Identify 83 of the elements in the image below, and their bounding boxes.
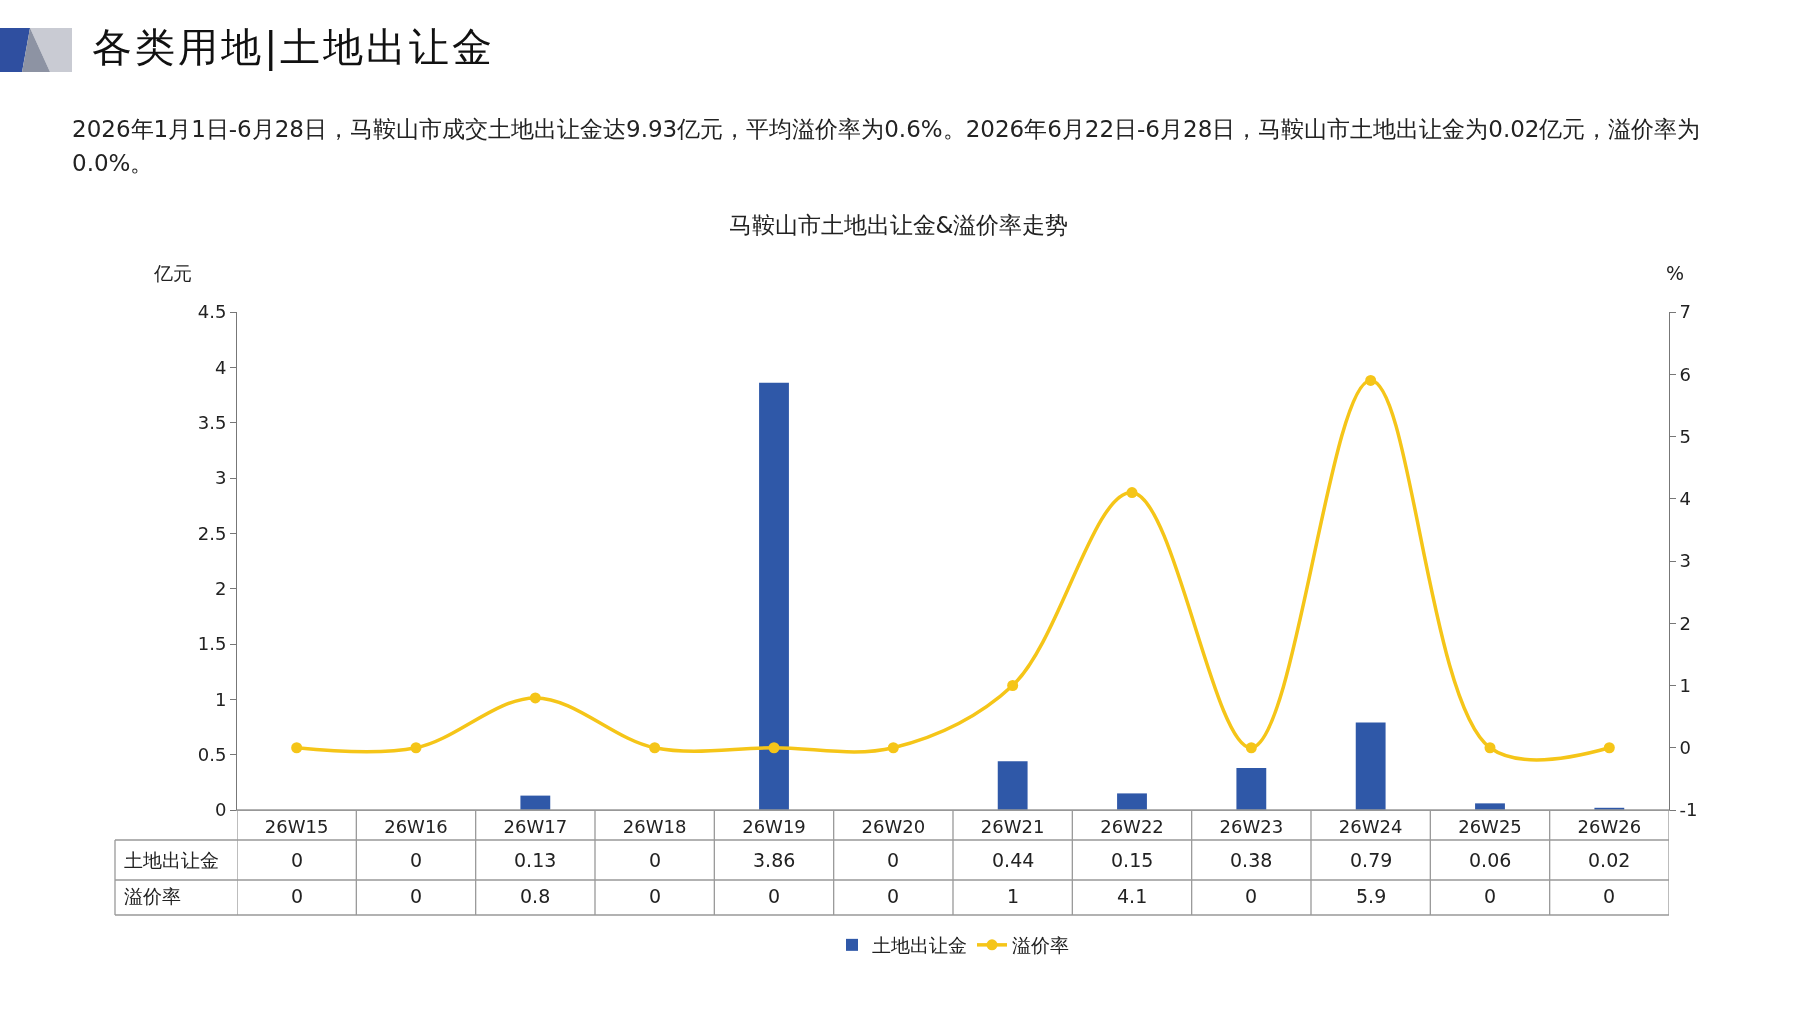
x-tick-label: 26W18 — [622, 815, 687, 837]
y-tick-label: 4.5 — [197, 301, 227, 323]
x-tick-label: 26W24 — [1338, 815, 1403, 837]
bar — [1236, 767, 1267, 810]
y2-tick-label: 2 — [1679, 612, 1692, 634]
point — [649, 742, 661, 754]
x-tick-label: 26W22 — [1100, 815, 1164, 837]
text: 各类用地|土地出让金 — [92, 23, 496, 73]
data-label: 0 — [649, 885, 662, 907]
y-tick-label: 3.5 — [197, 411, 227, 433]
data-label: 0 — [768, 885, 781, 907]
data-label: 0.38 — [1230, 849, 1273, 871]
data-label: 0 — [887, 849, 900, 871]
data-label: 0 — [1484, 885, 1497, 907]
x-tick-label: 26W23 — [1219, 815, 1284, 837]
legend-label: 溢价率 — [1012, 934, 1069, 957]
point — [1484, 742, 1496, 754]
y-axis-title: 亿元 — [153, 262, 192, 284]
y2-tick-label: 4 — [1679, 488, 1692, 510]
y-tick-label: 3 — [214, 467, 227, 489]
bar — [520, 795, 551, 810]
y-tick-label: 4 — [214, 356, 227, 378]
point — [529, 692, 541, 704]
data-label: 0.02 — [1588, 849, 1631, 871]
bar — [759, 382, 789, 810]
legend-label: 土地出让金 — [872, 934, 967, 957]
y-tick-label: 0.5 — [197, 743, 227, 765]
y2-axis-title: % — [1666, 262, 1685, 284]
data-label: 0 — [410, 849, 423, 871]
data-label: 1 — [1007, 885, 1020, 907]
data-label: 3.86 — [753, 849, 796, 871]
x-tick-label: 26W19 — [742, 815, 806, 837]
bar — [1117, 793, 1147, 810]
data-label: 0.15 — [1111, 849, 1154, 871]
data-label: 0 — [291, 885, 304, 907]
data-label: 0.06 — [1469, 849, 1512, 871]
x-tick-label: 26W15 — [264, 815, 329, 837]
x-tick-label: 26W25 — [1458, 815, 1522, 837]
data-label: 0.13 — [514, 849, 557, 871]
data-label: 0 — [1603, 885, 1616, 907]
y2-tick-label: 0 — [1679, 737, 1692, 759]
point — [410, 742, 422, 754]
point — [291, 742, 303, 754]
point — [1365, 374, 1377, 386]
y2-tick-label: 1 — [1679, 674, 1692, 696]
text: 溢价率 — [124, 885, 181, 907]
bar — [1475, 803, 1505, 810]
data-label: 5.9 — [1356, 885, 1387, 907]
x-tick-label: 26W21 — [980, 815, 1045, 837]
y2-tick-label: 5 — [1679, 425, 1692, 447]
point — [1603, 742, 1615, 754]
y2-tick-label: 7 — [1679, 301, 1692, 323]
text: 土地出让金 — [124, 849, 219, 871]
point — [1245, 742, 1257, 754]
x-tick-label: 26W20 — [861, 815, 926, 837]
data-label: 0.8 — [520, 885, 551, 907]
x-tick-label: 26W17 — [503, 815, 568, 837]
y-tick-label: 0 — [214, 799, 227, 821]
point — [887, 742, 899, 754]
data-label: 0.44 — [992, 849, 1035, 871]
chart-title: 马鞍山市土地出让金&溢价率走势 — [728, 212, 1069, 239]
data-label: 0.79 — [1350, 849, 1393, 871]
bar — [1355, 722, 1386, 810]
y2-tick-label: 6 — [1679, 363, 1692, 385]
data-label: 4.1 — [1117, 885, 1148, 907]
y-tick-label: 2 — [214, 577, 227, 599]
point — [1007, 680, 1019, 691]
chart-subtitle: 2026年1月1日-6月28日，马鞍山市成交土地出让金达9.93亿元，平均溢价率为0.6%。2026年6月22日-6月28日，马鞍山市土地出让金为0.02亿元，溢价率为0.0%。 — [72, 115, 1702, 178]
y-tick-label: 2.5 — [197, 522, 227, 544]
data-label: 0 — [410, 885, 423, 907]
point — [768, 742, 780, 754]
y2-tick-label: -1 — [1679, 799, 1698, 821]
data-label: 0 — [291, 849, 304, 871]
data-label: 0 — [649, 849, 662, 871]
x-tick-label: 26W26 — [1577, 815, 1642, 837]
y-tick-label: 1 — [214, 688, 227, 710]
bar — [997, 761, 1028, 810]
y2-tick-label: 3 — [1679, 550, 1692, 572]
x-tick-label: 26W16 — [384, 815, 448, 837]
y-tick-label: 1.5 — [197, 633, 227, 655]
point — [1126, 487, 1138, 499]
data-label: 0 — [1245, 885, 1258, 907]
data-label: 0 — [887, 885, 900, 907]
